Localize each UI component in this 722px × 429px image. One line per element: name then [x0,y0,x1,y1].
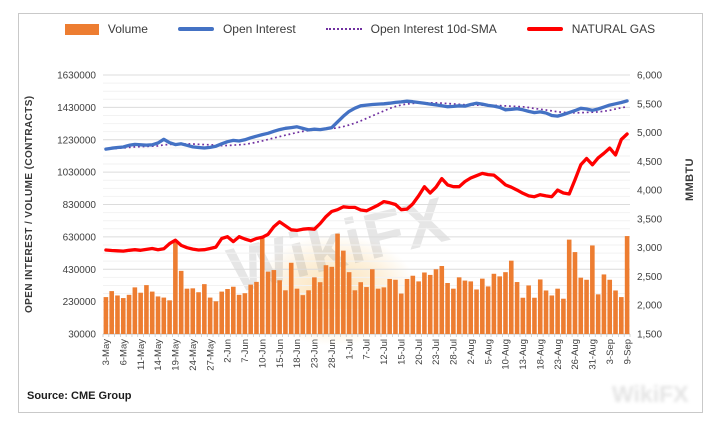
svg-text:1230000: 1230000 [57,135,96,146]
svg-text:28-Jul: 28-Jul [449,339,460,365]
svg-text:1430000: 1430000 [57,103,96,114]
svg-text:9-Sep: 9-Sep [622,339,633,364]
svg-text:31-Aug: 31-Aug [588,339,599,370]
open-interest-line [104,99,629,151]
legend-item-volume: Volume [64,22,148,36]
natural-gas-line [104,132,629,253]
legend-label: Volume [107,22,148,36]
svg-text:26-Aug: 26-Aug [570,339,581,370]
y-axis-right-labels: 1,500 2,000 2,500 3,000 3,500 4,000 4,500 5,000… [637,71,662,341]
svg-text:15-Jun: 15-Jun [275,339,286,368]
svg-text:27-May: 27-May [205,339,216,371]
svg-text:6-May: 6-May [118,339,129,366]
volume-bars [103,233,630,334]
svg-text:830000: 830000 [63,200,97,211]
svg-text:230000: 230000 [63,297,97,308]
x-axis-labels: 3-May 6-May 11-May 14-May 19-May 24-May 27-May… [101,339,633,371]
svg-text:24-May: 24-May [188,339,199,371]
legend-label: Open Interest 10d-SMA [370,22,497,36]
legend-item-oi-sma: Open Interest 10d-SMA [325,22,497,36]
svg-text:5-Aug: 5-Aug [483,339,494,364]
svg-text:1,500: 1,500 [637,330,662,341]
svg-text:2,500: 2,500 [637,272,662,283]
svg-text:6,000: 6,000 [637,71,662,82]
volume-swatch-icon [64,23,99,35]
svg-text:18-Jun: 18-Jun [292,339,303,368]
x-axis-line-and-ticks [102,333,631,337]
y-axis-left-labels: 30000 230000 430000 630000 830000 1030000 1230… [57,71,96,341]
svg-text:2-Jun: 2-Jun [223,339,234,363]
svg-text:2,000: 2,000 [637,301,662,312]
svg-text:18-Aug: 18-Aug [535,339,546,370]
svg-text:630000: 630000 [63,232,97,243]
svg-text:15-Jul: 15-Jul [396,339,407,365]
svg-text:12-Jul: 12-Jul [379,339,390,365]
svg-text:430000: 430000 [63,265,97,276]
legend-item-open-interest: Open Interest [177,22,296,36]
svg-text:1630000: 1630000 [57,71,96,82]
svg-text:1-Jul: 1-Jul [344,339,355,360]
svg-text:23-Jun: 23-Jun [310,339,321,368]
svg-text:3,500: 3,500 [637,214,662,225]
svg-text:14-May: 14-May [153,339,164,371]
svg-text:5,000: 5,000 [637,128,662,139]
natural-gas-swatch-icon [526,27,563,31]
svg-text:7-Jul: 7-Jul [362,339,373,360]
svg-text:30000: 30000 [68,330,96,341]
svg-text:23-Jul: 23-Jul [431,339,442,365]
legend-label: NATURAL GAS [571,22,656,36]
source-caption: Source: CME Group [27,390,132,402]
svg-text:7-Jun: 7-Jun [240,339,251,363]
open-interest-sma-line [105,101,628,150]
svg-text:28-Jun: 28-Jun [327,339,338,368]
svg-text:1030000: 1030000 [57,168,96,179]
svg-text:19-May: 19-May [171,339,182,371]
svg-text:20-Jul: 20-Jul [414,339,425,365]
oi-sma-swatch-icon [325,28,362,30]
svg-text:2-Aug: 2-Aug [466,339,477,364]
open-interest-swatch-icon [177,27,214,31]
y-axis-left-title: OPEN INTEREST / VOLUME (CONTRACTS) [24,95,35,313]
svg-text:5,500: 5,500 [637,99,662,110]
legend-label: Open Interest [222,22,296,36]
svg-text:10-Aug: 10-Aug [501,339,512,370]
svg-text:3-Sep: 3-Sep [605,339,616,364]
svg-text:4,500: 4,500 [637,157,662,168]
svg-text:11-May: 11-May [136,339,147,370]
y-axis-right-title: MMBTU [684,158,696,202]
chart-legend: Volume Open Interest Open Interest 10d-S… [18,22,702,36]
svg-text:3-May: 3-May [101,339,112,366]
svg-text:4,000: 4,000 [637,186,662,197]
svg-text:3,000: 3,000 [637,243,662,254]
svg-text:13-Aug: 13-Aug [518,339,529,370]
legend-item-natural-gas: NATURAL GAS [526,22,656,36]
svg-text:10-Jun: 10-Jun [257,339,268,368]
svg-text:23-Aug: 23-Aug [553,339,564,370]
